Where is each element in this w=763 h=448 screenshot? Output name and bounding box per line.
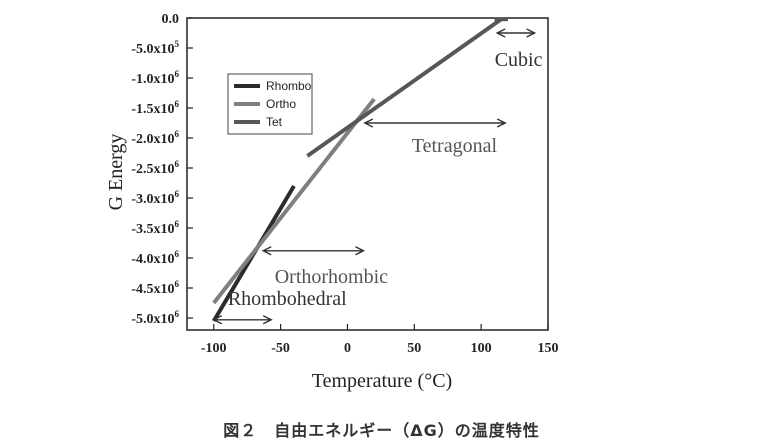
legend-label-rhombo: Rhombo: [266, 79, 312, 93]
axis-ticks: -100 -50 0 50 100 150 0.0 -5.0x105 -1.0x106 -1.5x…: [131, 12, 558, 356]
y-tick-label: -4.0x106: [131, 249, 179, 267]
x-axis-label: Temperature (°C): [312, 370, 452, 392]
orthorhombic-arrow-head-left: [261, 246, 272, 256]
rhombohedral-arrow-head-right: [262, 315, 273, 325]
rhombohedral-arrow-head-left: [212, 315, 223, 325]
orthorhombic-label: Orthorhombic: [275, 266, 388, 288]
y-tick-label: -5.0x105: [131, 39, 179, 57]
series-line-ortho: [212, 97, 376, 305]
series-line-tet: [306, 17, 503, 158]
orthorhombic-arrow-head-right: [355, 246, 366, 256]
y-tick-label: 0.0: [162, 12, 180, 27]
y-tick-label: -3.5x106: [131, 219, 179, 237]
y-tick-label: -4.5x106: [131, 279, 179, 297]
y-tick-label: -2.5x106: [131, 159, 179, 177]
cubic-arrow-head-right: [526, 28, 537, 38]
series-lines: [212, 17, 508, 323]
y-axis-label: G Energy: [105, 134, 127, 211]
y-tick-label: -1.0x106: [131, 69, 179, 87]
x-tick-label: 150: [538, 341, 559, 356]
plot-border: [186, 17, 549, 331]
tetragonal-label: Tetragonal: [412, 135, 498, 157]
cubic-label: Cubic: [495, 49, 543, 71]
x-tick-label: -100: [201, 341, 227, 356]
cubic-arrow-head-left: [495, 28, 506, 38]
tetragonal-arrow-head-left: [363, 118, 374, 128]
x-tick-label: 100: [471, 341, 492, 356]
plot-frame: [186, 17, 549, 331]
legend-label-tet: Tet: [266, 115, 283, 129]
rhombohedral-label: Rhombohedral: [228, 288, 347, 310]
y-tick-label: -1.5x106: [131, 99, 179, 117]
y-tick-label: -2.0x106: [131, 129, 179, 147]
y-tick-label: -3.0x106: [131, 189, 179, 207]
legend: Rhombo Ortho Tet: [227, 73, 313, 135]
legend-label-ortho: Ortho: [266, 97, 296, 111]
x-tick-label: 0: [344, 341, 351, 356]
x-tick-label: 50: [407, 341, 421, 356]
y-tick-label: -5.0x106: [131, 309, 179, 327]
tetragonal-arrow-head-right: [496, 118, 507, 128]
figure-caption: 図２ 自由エネルギー（ΔG）の温度特性: [223, 421, 540, 440]
x-tick-label: -50: [271, 341, 290, 356]
